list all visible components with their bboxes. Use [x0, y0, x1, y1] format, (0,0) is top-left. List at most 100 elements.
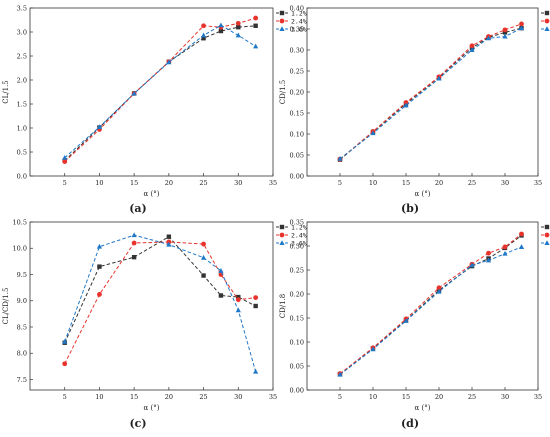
data-point [200, 254, 207, 260]
x-tick-label: 25 [468, 393, 476, 401]
y-tick-label: 0.25 [290, 266, 304, 274]
data-point [370, 130, 376, 136]
series-line-3 [64, 234, 257, 372]
data-point [166, 59, 172, 65]
plot-frame [29, 7, 274, 177]
plot-frame [306, 221, 539, 391]
data-point [62, 361, 68, 367]
x-tick-label: 5 [63, 393, 67, 401]
legend-label: 1.2% [291, 9, 307, 17]
data-point [502, 250, 508, 256]
x-tick-label: 10 [95, 179, 103, 187]
data-point [166, 241, 172, 247]
chart-panel-4: 5 10 15 20 25 30 35 0.00 0.05 0.10 0.15 0.20 0.25 0.3… [279, 218, 550, 430]
data-point [166, 234, 172, 239]
x-axis-title: α (°) [144, 404, 160, 412]
legend-marker [544, 224, 550, 230]
legend-marker [279, 232, 285, 238]
x-tick-label: 20 [435, 393, 443, 401]
y-tick-label: 1.5 [17, 100, 27, 108]
legend-label: 3.6% [291, 239, 307, 247]
series-line-2 [64, 17, 256, 162]
data-point [131, 240, 137, 246]
x-tick-label: 5 [338, 393, 342, 401]
data-point [97, 292, 102, 297]
y-tick-label: 0.10 [290, 338, 304, 346]
legend-marker [279, 18, 285, 24]
data-point [218, 268, 224, 273]
y-tick-label: 0.05 [290, 362, 304, 370]
data-point [253, 15, 259, 21]
data-point [502, 33, 508, 39]
panel-label: (a) [129, 202, 147, 215]
x-tick-label: 20 [435, 179, 443, 187]
data-point [96, 124, 103, 130]
legend-marker [544, 232, 550, 238]
x-tick-label: 25 [199, 393, 207, 401]
data-point [337, 155, 343, 161]
y-tick-label: 0.35 [290, 218, 304, 226]
x-tick-label: 5 [338, 179, 342, 187]
x-tick-label: 35 [269, 393, 277, 401]
series-line-3 [64, 24, 256, 159]
data-point [201, 36, 206, 41]
y-axis-title: CD/1.8 [279, 294, 287, 318]
legend-label: 3.6% [291, 25, 307, 33]
data-point [370, 346, 376, 352]
panel-label: (d) [401, 417, 419, 430]
data-point [486, 250, 491, 256]
y-tick-label: 0.00 [290, 172, 304, 180]
legend-label: 2.4% [291, 231, 307, 239]
y-tick-label: 0.00 [290, 386, 304, 394]
y-tick-label: 3.5 [17, 4, 27, 12]
y-tick-label: 9.5 [17, 271, 27, 279]
data-point [235, 32, 241, 38]
y-tick-label: 3.0 [17, 28, 27, 36]
y-tick-label: 8.5 [17, 323, 27, 331]
legend-marker [279, 26, 285, 31]
y-tick-label: 9.0 [17, 297, 27, 305]
data-point [253, 295, 259, 300]
data-point [62, 338, 68, 344]
chart-panel-1: 5 10 15 20 25 30 35 0.0 0.5 1.0 1.5 2.0 2.5 3.0 3.5 α (… [2, 4, 307, 215]
y-tick-label: 10.5 [13, 218, 27, 226]
legend-marker [544, 240, 550, 245]
data-point [337, 371, 343, 377]
data-point [218, 28, 224, 34]
legend-marker [544, 18, 550, 24]
y-tick-label: 1.0 [17, 124, 27, 132]
x-tick-label: 10 [95, 393, 103, 401]
data-point [218, 22, 224, 28]
legend-label: 2.4% [291, 17, 307, 25]
data-point [62, 154, 68, 160]
legend-marker [544, 10, 550, 16]
y-tick-label: 8.0 [17, 350, 27, 358]
legend-marker [279, 240, 285, 245]
x-axis-title: α (°) [415, 404, 431, 412]
data-point [253, 368, 259, 374]
data-point [502, 244, 508, 250]
data-point [518, 244, 525, 249]
y-tick-label: 2.0 [17, 76, 27, 84]
data-point [485, 35, 492, 41]
x-tick-label: 15 [130, 393, 138, 401]
data-point [131, 90, 137, 96]
x-tick-label: 5 [63, 179, 67, 187]
y-tick-label: 0.20 [290, 88, 304, 96]
data-point [436, 75, 442, 81]
data-point [403, 102, 409, 108]
data-point [253, 23, 258, 28]
data-point [519, 231, 524, 237]
series-line-2 [339, 23, 522, 160]
data-point [235, 307, 241, 313]
x-tick-label: 30 [234, 179, 242, 187]
data-point [235, 20, 241, 26]
series-line-3 [339, 27, 522, 160]
y-tick-label: 0.25 [290, 67, 304, 75]
series-line-1 [64, 236, 256, 343]
legend-label: 1.2% [291, 223, 307, 231]
data-point [201, 241, 206, 247]
data-point [502, 27, 508, 33]
data-point [485, 257, 492, 263]
x-tick-label: 15 [402, 179, 410, 187]
